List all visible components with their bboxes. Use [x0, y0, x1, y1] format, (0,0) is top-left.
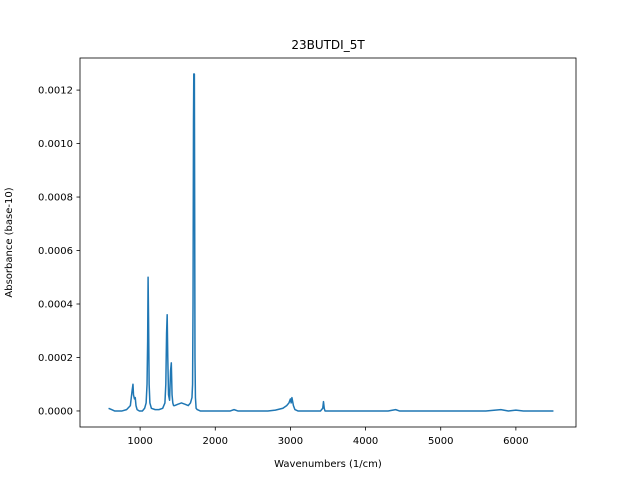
y-tick-label: 0.0008 [38, 193, 73, 204]
x-tick-label: 2000 [203, 436, 228, 447]
y-axis-label: Absorbance (base-10) [4, 187, 15, 297]
y-tick-label: 0.0012 [38, 86, 73, 97]
axes-frame [79, 57, 577, 428]
plot-area [108, 73, 554, 412]
y-tick-label: 0.0006 [38, 246, 73, 257]
series-line-absorbance [108, 73, 554, 412]
chart-title: 23BUTDI_5T [291, 38, 365, 52]
x-tick-label: 1000 [127, 436, 152, 447]
y-tick-label: 0.0002 [38, 353, 73, 364]
axis-ticks: 1000 2000 3000 4000 5000 6000 0.0000 0.0002 0.00… [38, 86, 529, 447]
y-tick-label: 0.0010 [38, 139, 73, 150]
y-tick-label: 0.0004 [38, 300, 73, 311]
x-axis-label: Wavenumbers (1/cm) [274, 459, 382, 470]
x-tick-label: 5000 [428, 436, 453, 447]
x-tick-label: 6000 [503, 436, 528, 447]
x-tick-label: 3000 [278, 436, 303, 447]
y-tick-label: 0.0000 [38, 406, 73, 417]
x-tick-label: 4000 [353, 436, 378, 447]
